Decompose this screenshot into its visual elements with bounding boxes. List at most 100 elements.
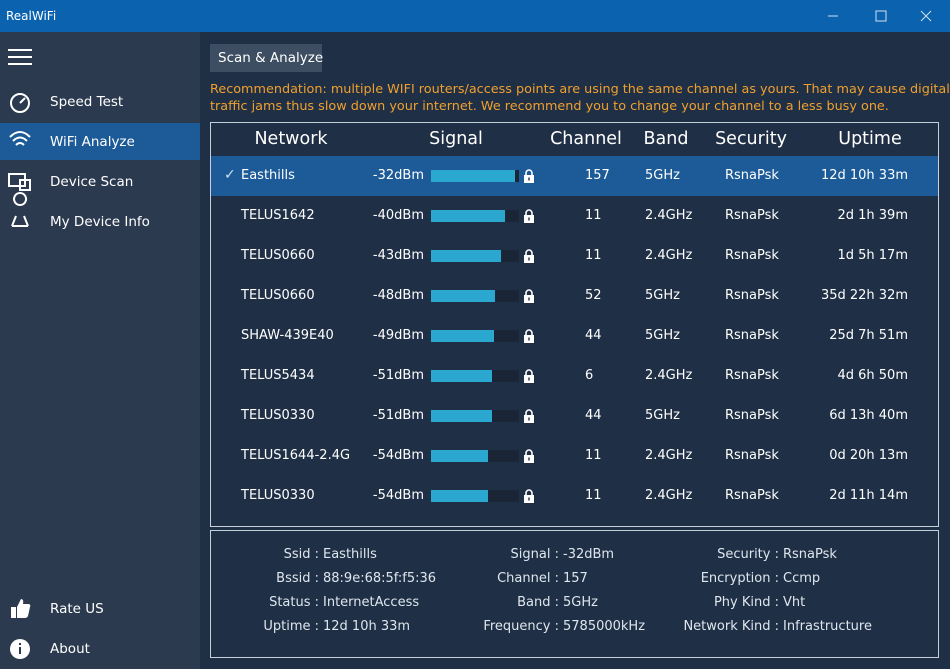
uptime: 25d 7h 51m xyxy=(829,328,908,343)
detail-value: 12d 10h 33m xyxy=(323,619,411,634)
details-panel: Ssid : Easthills Bssid : 88:9e:68:5f:f5:36 S… xyxy=(210,530,939,658)
table-row[interactable]: ✓ Easthills -32dBm 157 5GHz RsnaPsk 12d 10h 33… xyxy=(211,156,938,196)
detail-value: 88:9e:68:5f:f5:36 xyxy=(323,571,437,586)
signal-bar xyxy=(431,410,492,422)
uptime: 35d 22h 32m xyxy=(820,288,908,303)
detail-label: Ssid : xyxy=(283,547,319,562)
band: 2.4GHz xyxy=(645,208,693,223)
recommendation-1: Recommendation: multiple WIFI routers/ac… xyxy=(210,82,950,97)
uptime: 0d 20h 13m xyxy=(829,448,908,463)
detail-label: Phy Kind : xyxy=(713,595,779,610)
table-row[interactable]: TELUS1642 -40dBm 11 2.4GHz RsnaPsk 2d 1h 39m xyxy=(211,196,938,236)
table-row[interactable]: TELUS0660 -43dBm 11 2.4GHz RsnaPsk 1d 5h 17m xyxy=(211,236,938,276)
channel: 11 xyxy=(585,448,602,463)
network-name: TELUS1642 xyxy=(241,208,315,223)
recommendation-2: traffic jams thus slow down your interne… xyxy=(210,99,889,114)
lock-icon xyxy=(523,208,535,227)
window-controls[interactable] xyxy=(820,0,950,32)
detail-label: Security : xyxy=(717,547,779,562)
band: 5GHz xyxy=(645,168,680,183)
channel: 44 xyxy=(585,408,602,423)
detail-value: Ccmp xyxy=(783,571,821,586)
detail-value: RsnaPsk xyxy=(783,547,837,562)
network-name: TELUS0660 xyxy=(241,248,315,263)
band: 5GHz xyxy=(645,408,680,423)
lock-icon xyxy=(523,488,535,507)
signal-bar xyxy=(431,290,496,302)
channel: 11 xyxy=(585,488,602,503)
detail-label: Frequency : xyxy=(483,619,559,634)
band: 2.4GHz xyxy=(645,248,693,263)
nav-item[interactable]: Speed Test xyxy=(50,94,124,110)
detail-label: Band : xyxy=(517,595,559,610)
column-header: Uptime xyxy=(838,129,902,149)
uptime: 12d 10h 33m xyxy=(820,168,908,183)
nav-item[interactable]: Device Scan xyxy=(50,174,134,190)
network-name: TELUS1644-2.4G xyxy=(241,448,351,463)
network-name: TELUS0660 xyxy=(241,288,315,303)
band: 2.4GHz xyxy=(645,368,693,383)
scan-button-label: Scan & Analyze xyxy=(218,50,324,66)
column-header: Channel xyxy=(550,129,622,149)
channel: 6 xyxy=(585,368,594,383)
lock-icon xyxy=(523,248,535,267)
band: 2.4GHz xyxy=(645,488,693,503)
signal-bar xyxy=(431,490,488,502)
nav-item[interactable]: Rate US xyxy=(50,601,104,617)
lock-icon xyxy=(523,288,535,307)
table-row[interactable]: TELUS5434 -51dBm 6 2.4GHz RsnaPsk 4d 6h 50m xyxy=(211,356,938,396)
column-header: Security xyxy=(715,129,787,149)
security: RsnaPsk xyxy=(725,168,779,183)
detail-label: Signal : xyxy=(510,547,559,562)
signal-bar xyxy=(431,210,506,222)
detail-label: Bssid : xyxy=(276,571,319,586)
signal-text: -49dBm xyxy=(372,328,424,343)
signal-bar xyxy=(431,250,502,262)
detail-value: Vht xyxy=(783,595,806,610)
channel: 52 xyxy=(585,288,602,303)
channel: 11 xyxy=(585,208,602,223)
detail-value: -32dBm xyxy=(563,547,615,562)
window-title: RealWiFi xyxy=(6,9,57,23)
uptime: 2d 11h 14m xyxy=(829,488,908,503)
signal-text: -48dBm xyxy=(372,288,424,303)
signal-bar xyxy=(431,450,488,462)
security: RsnaPsk xyxy=(725,488,779,503)
nav-item[interactable]: My Device Info xyxy=(50,214,150,230)
band: 5GHz xyxy=(645,288,680,303)
signal-text: -32dBm xyxy=(372,168,424,183)
bottom-icons xyxy=(10,599,31,659)
signal-text: -40dBm xyxy=(372,208,424,223)
table-row[interactable]: TELUS0330 -51dBm 44 5GHz RsnaPsk 6d 13h 40m xyxy=(211,396,938,436)
detail-value: 157 xyxy=(563,571,588,586)
lock-icon xyxy=(523,408,535,427)
network-name: TELUS5434 xyxy=(241,368,315,383)
table-row[interactable]: TELUS0660 -48dBm 52 5GHz RsnaPsk 35d 22h 32m xyxy=(211,276,938,316)
nav-selected xyxy=(0,123,200,160)
signal-text: -54dBm xyxy=(372,488,424,503)
signal-text: -51dBm xyxy=(372,408,424,423)
detail-value: Easthills xyxy=(323,547,377,562)
scan-button[interactable]: Scan & Analyze xyxy=(210,44,324,72)
lock-icon xyxy=(523,448,535,467)
detail-label: Status : xyxy=(269,595,319,610)
uptime: 2d 1h 39m xyxy=(837,208,908,223)
detail-label: Network Kind : xyxy=(683,619,779,634)
network-name: TELUS0330 xyxy=(241,488,315,503)
nav-item[interactable]: WiFi Analyze xyxy=(50,134,135,150)
channel: 11 xyxy=(585,248,602,263)
menu-icon[interactable] xyxy=(8,48,34,68)
table-row[interactable]: TELUS0330 -54dBm 11 2.4GHz RsnaPsk 2d 11h 14m xyxy=(211,476,938,516)
table-row[interactable]: SHAW-439E40 -49dBm 44 5GHz RsnaPsk 25d 7h 51m xyxy=(211,316,938,356)
table-row[interactable]: TELUS1644-2.4G -54dBm 11 2.4GHz RsnaPsk 0d 20… xyxy=(211,436,938,476)
detail-value: 5GHz xyxy=(563,595,598,610)
channel: 44 xyxy=(585,328,602,343)
column-header: Network xyxy=(254,129,328,149)
detail-label: Channel : xyxy=(497,571,559,586)
security: RsnaPsk xyxy=(725,248,779,263)
nav-item[interactable]: About xyxy=(50,641,90,657)
security: RsnaPsk xyxy=(725,368,779,383)
signal-text: -51dBm xyxy=(372,368,424,383)
signal-text: -54dBm xyxy=(372,448,424,463)
